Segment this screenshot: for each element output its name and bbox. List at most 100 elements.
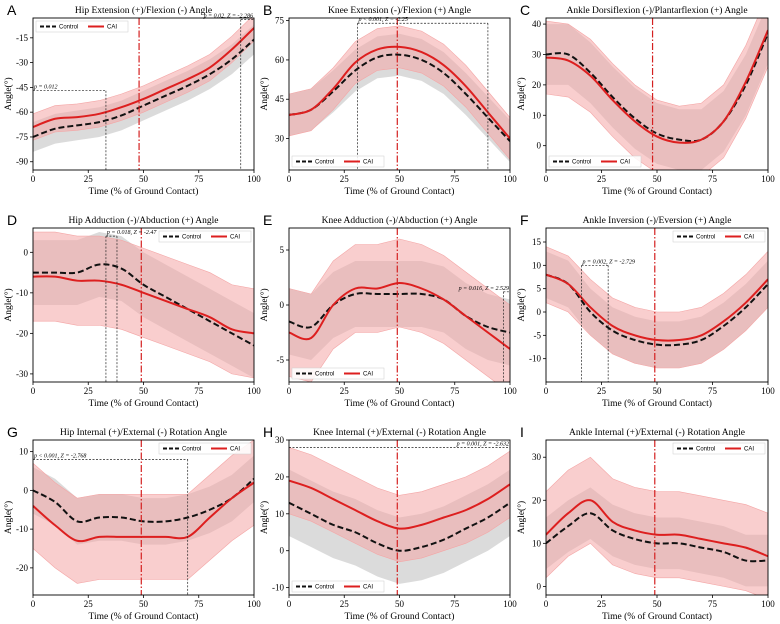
legend-control-label: Control	[315, 160, 334, 166]
y-tick-label: 20	[532, 495, 542, 505]
x-tick-label: 0	[544, 174, 549, 184]
y-tick-label: -10	[16, 524, 28, 534]
cai-sd-band	[33, 18, 254, 141]
y-tick-label: 45	[275, 94, 285, 104]
x-axis-label: Time (% of Ground Contact)	[602, 611, 712, 622]
significance-annotation: p = 0.001, Z = -2.632	[289, 441, 510, 448]
legend: Control CAI	[291, 367, 385, 380]
y-tick-label: -5	[277, 355, 285, 365]
annotation-text: p = 0.012	[33, 85, 58, 91]
y-tick-label: -45	[16, 82, 28, 92]
y-tick-label: 30	[275, 435, 285, 445]
x-tick-label: 50	[653, 174, 663, 184]
panel-title: Ankle Dorsiflexion (-)/Plantarflexion (+…	[566, 5, 747, 16]
plot-area	[546, 228, 768, 382]
legend-control-label: Control	[315, 372, 334, 378]
x-axis-label: Time (% of Ground Contact)	[345, 186, 455, 197]
x-tick-label: 75	[450, 386, 460, 396]
panel-letter: H	[263, 424, 273, 440]
y-tick-label: -15	[16, 33, 28, 43]
y-tick-label: 5	[537, 284, 542, 294]
legend-box	[158, 230, 252, 243]
x-tick-label: 100	[503, 174, 517, 184]
y-tick-label: -90	[16, 157, 28, 167]
plot-area	[546, 440, 768, 595]
x-axis-label: Time (% of Ground Contact)	[602, 398, 712, 409]
y-tick-label: 30	[532, 452, 542, 462]
panel-title: Knee Adduction (-)/Abduction (+) Angle	[322, 215, 478, 226]
panel-letter: E	[263, 212, 272, 228]
y-tick-label: -30	[16, 58, 28, 68]
legend-cai-label: CAI	[107, 25, 117, 31]
panel-letter: G	[7, 424, 18, 440]
significance-annotation: p < 0.001, Z = -2.25	[357, 17, 489, 170]
x-tick-label: 0	[287, 599, 292, 609]
legend: Control CAI	[158, 230, 252, 243]
plot-area	[546, 18, 768, 170]
legend-cai-label: CAI	[363, 585, 373, 591]
x-tick-label: 100	[247, 386, 261, 396]
x-tick-label: 50	[395, 174, 405, 184]
panel-title: Ankle Internal (+)/External (-) Rotation…	[569, 427, 745, 438]
legend-cai-label: CAI	[230, 447, 240, 453]
x-tick-label: 50	[653, 386, 663, 396]
cai-mean-line	[33, 275, 254, 335]
x-tick-label: 25	[340, 174, 350, 184]
y-tick-label: 0	[24, 485, 29, 495]
panel-letter: D	[7, 212, 17, 228]
cai-mean-line	[546, 273, 768, 342]
panel-b: p < 0.001, Z = -2.25 0 25 50 75 100 30 45 60 75 Ti…	[259, 2, 517, 197]
legend: Control CAI	[548, 155, 642, 168]
x-tick-label: 50	[653, 599, 663, 609]
x-tick-label: 50	[139, 386, 149, 396]
x-tick-label: 100	[761, 599, 775, 609]
x-tick-label: 75	[194, 386, 204, 396]
annotation-text: p = 0.016, Z = 2.529	[458, 286, 509, 292]
legend-box	[291, 367, 385, 380]
control-mean-line	[289, 501, 510, 552]
x-tick-label: 0	[287, 386, 292, 396]
y-axis-label: Angle(°)	[516, 288, 527, 321]
y-tick-label: -10	[16, 288, 28, 298]
cai-mean-line	[289, 45, 510, 140]
cai-mean-line	[546, 29, 768, 144]
plot-area	[289, 228, 510, 382]
y-tick-label: 40	[532, 19, 542, 29]
x-tick-label: 100	[503, 599, 517, 609]
y-tick-label: -10	[272, 583, 284, 593]
significance-annotation: p < 0.001, Z = -2.768	[33, 453, 189, 595]
panel-f: p = 0.002, Z = -2.729 0 25 50 75 100 -10 -5 0 5 10…	[516, 212, 775, 409]
x-tick-label: 0	[31, 386, 36, 396]
annotation-text: p = 0.018, Z = -2.47	[106, 229, 157, 236]
y-tick-label: 20	[275, 472, 285, 482]
y-tick-label: 0	[537, 581, 542, 591]
panel-title: Ankle Inversion (-)/Eversion (+) Angle	[583, 215, 732, 226]
x-tick-label: 75	[450, 174, 460, 184]
cai-sd-band	[546, 18, 768, 170]
y-tick-label: 0	[280, 546, 285, 556]
legend-control-label: Control	[572, 160, 591, 166]
plot-area	[289, 440, 510, 595]
control-mean-line	[33, 263, 254, 347]
x-tick-label: 25	[84, 386, 94, 396]
y-tick-label: 10	[532, 110, 542, 120]
x-axis-label: Time (% of Ground Contact)	[89, 186, 199, 197]
y-tick-label: 10	[275, 509, 285, 519]
plot-area	[33, 228, 254, 382]
x-tick-label: 100	[503, 386, 517, 396]
plot-area	[33, 440, 254, 595]
y-tick-label: -60	[16, 107, 28, 117]
legend-box	[291, 155, 385, 168]
plot-area	[289, 18, 510, 170]
x-tick-label: 75	[708, 599, 718, 609]
panel-c: 0 25 50 75 100 0 10 20 30 40 Time (% of Ground Con…	[516, 2, 775, 197]
x-tick-label: 25	[597, 174, 607, 184]
cai-sd-band	[33, 231, 254, 379]
x-tick-label: 75	[708, 174, 718, 184]
legend-control-label: Control	[182, 447, 201, 453]
panel-letter: C	[520, 2, 530, 18]
x-tick-label: 0	[287, 174, 292, 184]
legend-box	[548, 155, 642, 168]
y-tick-label: -30	[16, 369, 28, 379]
cai-sd-band	[289, 25, 510, 160]
